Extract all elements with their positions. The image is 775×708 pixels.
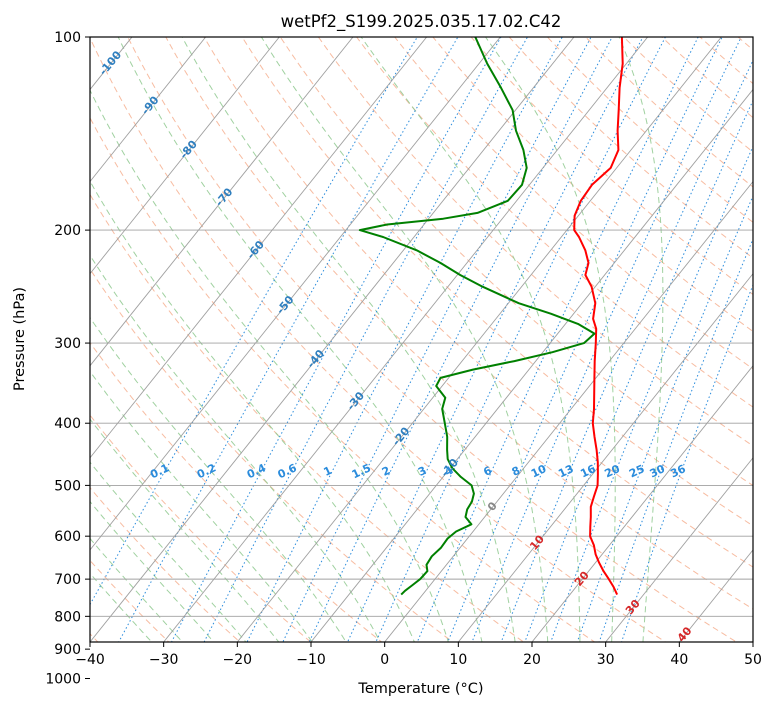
y-tick-label: 600 (54, 529, 81, 545)
dry-adiabat (90, 37, 667, 642)
y-tick-label: 800 (54, 609, 81, 625)
x-tick-label: −30 (149, 652, 179, 668)
dry-adiabat (203, 37, 753, 568)
x-tick-label: 50 (744, 652, 762, 668)
isotherm-line (384, 180, 753, 642)
y-tick-label: 200 (54, 223, 81, 239)
moist-adiabat (90, 316, 347, 642)
x-tick-label: 20 (523, 652, 541, 668)
dry-adiabat (356, 37, 753, 408)
mixing-ratio-label: 25 (627, 462, 646, 480)
dry-adiabat (317, 37, 753, 447)
mixing-ratio-label: 10 (529, 462, 549, 480)
mixing-ratio-line (598, 237, 753, 642)
x-tick-label: 40 (670, 652, 688, 668)
x-axis-label: Temperature (°C) (357, 681, 483, 697)
dry-adiabat (241, 37, 753, 527)
dry-adiabat (623, 37, 753, 153)
isotherm-line (0, 37, 58, 692)
chart-title: wetPf2_S199.2025.035.17.02.C42 (281, 12, 562, 32)
isotherm-line (90, 37, 280, 275)
x-tick-label: −40 (75, 652, 105, 668)
y-tick-label: 700 (54, 572, 81, 588)
y-tick-label: 400 (54, 416, 81, 432)
y-axis-label: Pressure (hPa) (12, 287, 28, 391)
dry-adiabat (90, 268, 454, 642)
moist-adiabat (90, 89, 449, 642)
moist-adiabat (117, 37, 483, 642)
x-tick-label: 10 (449, 652, 467, 668)
moist-adiabat (90, 180, 415, 642)
isotherm-line (163, 37, 649, 642)
x-tick-label: 0 (380, 652, 389, 668)
y-tick-label: 500 (54, 478, 81, 494)
isotherm-line (531, 365, 753, 642)
mixing-ratio-label: 36 (668, 462, 688, 480)
dry-adiabat (165, 37, 753, 610)
mixing-ratio-label: 30 (648, 462, 668, 480)
dry-adiabat (470, 37, 753, 296)
mixing-ratio-line (524, 99, 753, 642)
y-tick-label: 300 (54, 336, 81, 352)
dry-adiabat (90, 486, 241, 642)
temperature-profile (573, 37, 624, 596)
x-tick-label: 30 (597, 652, 615, 668)
isotherm-line (90, 37, 501, 551)
x-tick-label: −10 (296, 652, 326, 668)
mixing-ratio-label: 16 (578, 462, 598, 480)
moist-adiabat (90, 500, 215, 642)
mixing-ratio-line (282, 37, 592, 642)
mixing-ratio-line (203, 37, 528, 642)
mixing-ratio-line (90, 37, 418, 606)
isotherm-line (678, 549, 753, 642)
moist-adiabat (90, 461, 247, 642)
isotherm-line (90, 37, 428, 459)
mixing-ratio-line (447, 37, 723, 642)
mixing-ratio-label: 20 (603, 462, 623, 480)
moist-adiabat (181, 37, 516, 642)
mixing-ratio-label: 13 (556, 462, 575, 480)
y-tick-label: 1000 (45, 672, 81, 688)
isotherm-line (457, 272, 753, 642)
plot-area (90, 37, 753, 642)
moist-adiabat (485, 37, 616, 642)
dewpoint-profile (358, 37, 596, 596)
plot-layer (0, 37, 753, 692)
mixing-ratio-line (500, 59, 753, 642)
plot-frame (89, 36, 754, 643)
dry-adiabat (394, 37, 753, 370)
mixing-ratio-line (118, 37, 459, 642)
isotherm-line (236, 37, 722, 642)
moist-adiabat (90, 370, 313, 642)
mixing-ratio-line (308, 37, 613, 642)
y-tick-label: 900 (54, 642, 81, 658)
isotherm-line (310, 88, 753, 642)
dry-adiabat (279, 37, 753, 487)
dry-adiabat (90, 116, 596, 642)
mixing-ratio-line (550, 145, 753, 642)
mixing-ratio-line (347, 37, 644, 642)
isotherm-line (90, 37, 354, 367)
isotherm-line (90, 37, 207, 183)
moist-adiabat (360, 37, 581, 642)
isotherm-line (605, 457, 753, 642)
y-tick-label: 100 (54, 30, 81, 46)
moist-adiabat (90, 254, 381, 642)
x-tick-label: −20 (223, 652, 253, 668)
dry-adiabat (127, 37, 738, 642)
isotherm-line (90, 37, 575, 642)
